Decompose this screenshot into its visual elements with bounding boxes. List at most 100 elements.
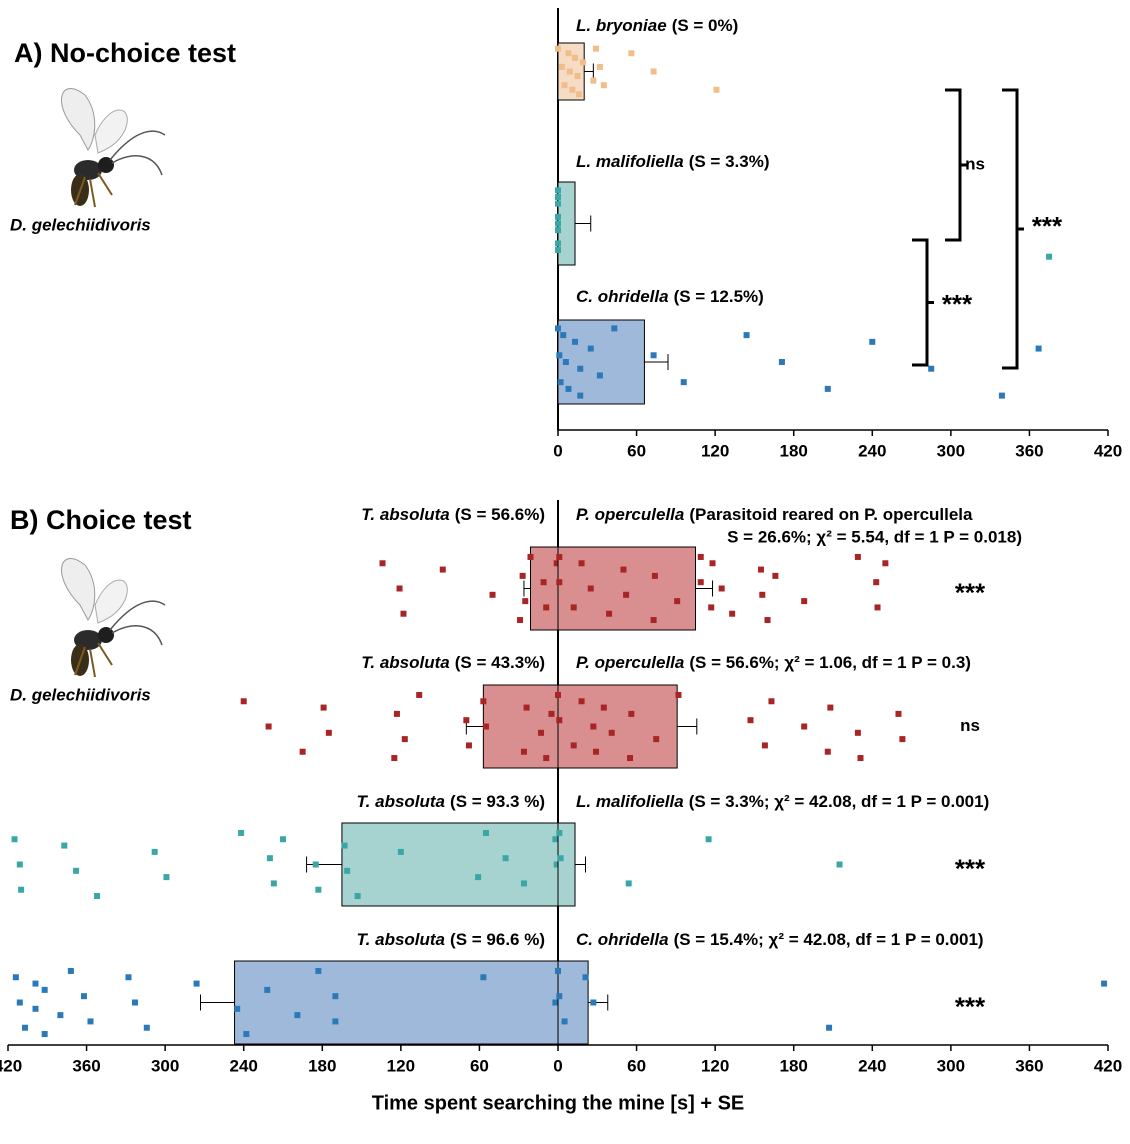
data-point	[627, 755, 634, 762]
x-tick-label: 240	[858, 1056, 886, 1075]
data-point	[680, 379, 687, 386]
data-point	[590, 77, 597, 84]
data-point	[561, 1018, 568, 1025]
data-point	[341, 842, 348, 849]
data-point	[772, 572, 779, 579]
left-note: (S = 56.6%)	[455, 505, 545, 524]
data-point	[517, 617, 524, 624]
data-point	[556, 553, 563, 560]
data-point	[280, 836, 286, 843]
right-label: L. malifoliella (S = 3.3%; χ² = 42.08, df…	[576, 792, 989, 811]
right-note: (S = 15.4%; χ² = 42.08, df = 1 P = 0.001…	[674, 930, 984, 949]
data-point	[543, 755, 550, 762]
data-point	[312, 861, 319, 868]
data-point	[574, 73, 581, 80]
data-point	[555, 187, 561, 194]
data-point	[857, 755, 864, 762]
data-point	[579, 59, 586, 66]
error-bar	[523, 580, 531, 597]
bar	[557, 960, 589, 1045]
data-point	[32, 1005, 39, 1012]
category-name: L. malifoliella	[576, 152, 684, 171]
x-tick-label: 360	[1015, 441, 1043, 460]
significance-label: ***	[942, 289, 973, 319]
error-bar	[575, 215, 592, 232]
data-point	[270, 880, 277, 887]
x-tick-label: 240	[230, 1056, 258, 1075]
data-point	[560, 332, 567, 339]
significance-label: ns	[960, 716, 980, 735]
data-point	[713, 86, 720, 93]
left-label: T. absoluta (S = 96.6 %)	[357, 930, 545, 949]
data-point	[57, 1012, 64, 1019]
data-point	[556, 579, 563, 586]
x-tick-label: 60	[627, 441, 646, 460]
x-tick-label: 120	[701, 441, 729, 460]
data-point	[869, 338, 876, 345]
data-point	[801, 598, 808, 605]
data-point	[87, 1018, 94, 1025]
data-point	[575, 91, 582, 98]
left-name: T. absoluta	[361, 505, 449, 524]
x-tick-label: 120	[387, 1056, 415, 1075]
right-name: C. ohridella	[576, 930, 669, 949]
category-label: L. bryoniae (S = 0%)	[576, 16, 738, 35]
data-point	[801, 723, 808, 730]
data-point	[73, 867, 80, 874]
data-point	[482, 829, 489, 836]
data-point	[193, 980, 200, 987]
data-point	[238, 829, 245, 836]
data-point	[299, 748, 306, 755]
data-point	[709, 560, 716, 567]
data-point	[570, 742, 577, 749]
data-point	[548, 710, 555, 717]
data-point	[566, 68, 573, 75]
error-bar	[644, 354, 669, 370]
data-point	[854, 729, 861, 736]
significance-label: ***	[955, 991, 986, 1021]
data-point	[675, 691, 682, 698]
data-point	[555, 325, 561, 332]
data-point	[569, 86, 576, 93]
data-point	[556, 993, 563, 1000]
data-point	[592, 45, 599, 52]
data-point	[562, 359, 569, 365]
data-point	[747, 717, 754, 724]
data-point	[697, 553, 704, 560]
data-point	[557, 855, 564, 862]
data-point	[757, 566, 764, 573]
x-tick-label: 0	[553, 1056, 562, 1075]
right-label: P. operculella (S = 56.6%; χ² = 1.06, df …	[576, 653, 971, 672]
category-name: C. ohridella	[576, 287, 669, 306]
error-bar	[695, 580, 714, 597]
significance-bracket	[912, 238, 934, 367]
data-point	[489, 591, 496, 598]
bar	[482, 684, 559, 769]
data-point	[32, 980, 39, 987]
data-point	[332, 993, 339, 1000]
x-tick-label: 120	[701, 1056, 729, 1075]
data-point	[379, 560, 386, 567]
data-point	[824, 385, 831, 392]
data-point	[540, 579, 547, 586]
data-point	[265, 723, 272, 730]
data-point	[600, 82, 607, 89]
data-point	[596, 63, 603, 70]
data-point	[240, 698, 247, 705]
bar	[557, 546, 696, 631]
right-label-line2: S = 26.6%; χ² = 5.54, df = 1 P = 0.018)	[727, 527, 1022, 546]
data-point	[611, 325, 618, 332]
left-note: (S = 93.3 %)	[450, 792, 545, 811]
data-point	[578, 560, 585, 567]
data-point	[401, 736, 408, 743]
bar	[557, 319, 645, 405]
data-point	[628, 50, 635, 57]
data-point	[653, 736, 660, 743]
data-point	[41, 1031, 48, 1038]
data-point	[824, 748, 831, 755]
data-point	[465, 742, 472, 749]
data-point	[463, 717, 470, 724]
data-point	[555, 967, 561, 974]
data-point	[708, 604, 715, 611]
data-point	[80, 993, 87, 1000]
